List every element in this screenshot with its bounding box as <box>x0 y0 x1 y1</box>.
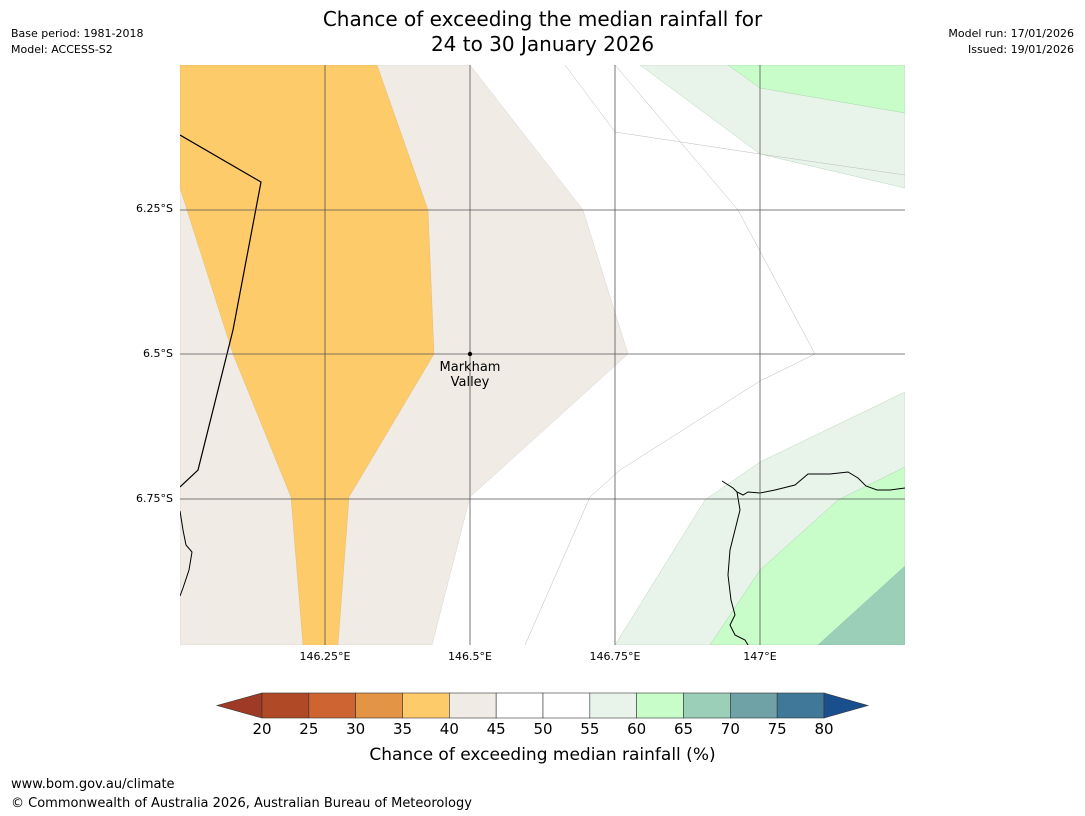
colorbar-bin-35-40 <box>402 692 450 719</box>
colorbar-tick-45: 45 <box>486 720 506 738</box>
model-text: Model: ACCESS-S2 <box>11 43 113 56</box>
lon-label-146-75e: 146.75°E <box>589 650 641 663</box>
lon-label-146-5e: 146.5°E <box>448 650 492 663</box>
coastline-west <box>180 510 193 597</box>
colorbar-tick-50: 50 <box>533 720 553 738</box>
map-title: Chance of exceeding the median rainfall … <box>0 7 1085 57</box>
contour-60-65-north <box>727 65 905 114</box>
colorbar-bin-60-65 <box>636 692 684 719</box>
colorbar-bin-50-55 <box>542 692 591 719</box>
base-period-text: Base period: 1981-2018 <box>11 27 144 40</box>
colorbar-bin-20-25 <box>261 692 310 719</box>
place-label-markham-valley: Markham Valley <box>420 360 520 390</box>
colorbar-tick-20: 20 <box>252 720 272 738</box>
issued-text: Issued: 19/01/2026 <box>967 43 1074 56</box>
contour-65-70-south <box>817 565 905 645</box>
colorbar-tick-70: 70 <box>720 720 740 738</box>
colorbar-bins <box>215 692 870 719</box>
colorbar-bin-75-80 <box>776 692 825 719</box>
model-run-text: Model run: 17/01/2026 <box>948 27 1074 40</box>
contour-60-65-south <box>709 466 905 645</box>
colorbar-bin-55-60 <box>589 692 637 719</box>
river-line <box>727 491 749 645</box>
colorbar-tick-75: 75 <box>767 720 787 738</box>
lon-label-146-25e: 146.25°E <box>299 650 351 663</box>
colorbar-bin-30-35 <box>355 692 403 719</box>
place-label-line-2: Valley <box>450 375 490 390</box>
footer-copyright: © Commonwealth of Australia 2026, Austra… <box>11 796 472 811</box>
colorbar-label: Chance of exceeding median rainfall (%) <box>369 745 716 765</box>
footer-url: www.bom.gov.au/climate <box>11 777 175 792</box>
footer: www.bom.gov.au/climate © Commonwealth of… <box>11 775 472 813</box>
colorbar-tick-40: 40 <box>439 720 459 738</box>
colorbar-tick-60: 60 <box>627 720 647 738</box>
colorbar-bin-25-30 <box>308 692 356 719</box>
title-line-1: Chance of exceeding the median rainfall … <box>322 7 763 31</box>
lat-label-6-75s: 6.75°S <box>136 492 173 505</box>
meta-right: Model run: 17/01/2026 Issued: 19/01/2026 <box>948 26 1074 58</box>
lat-label-6-5s: 6.5°S <box>143 347 173 360</box>
markham-valley-marker <box>467 351 473 357</box>
map-plot-area <box>180 65 905 645</box>
colorbar-tick-30: 30 <box>346 720 366 738</box>
place-label-line-1: Markham <box>439 360 501 375</box>
colorbar-tick-65: 65 <box>673 720 694 738</box>
colorbar-bin-40-45 <box>449 692 497 719</box>
colorbar-bin-65-70 <box>683 692 731 719</box>
colorbar-tick-80: 80 <box>814 720 834 738</box>
meta-left: Base period: 1981-2018 Model: ACCESS-S2 <box>11 26 143 58</box>
contour-line-50-north <box>564 65 905 176</box>
title-line-2: 24 to 30 January 2026 <box>430 32 655 56</box>
colorbar-bin-70-75 <box>730 692 778 719</box>
lon-label-147e: 147°E <box>743 650 777 663</box>
colorbar-under-triangle <box>215 692 263 719</box>
colorbar-tick-25: 25 <box>299 720 319 738</box>
lat-label-6-25s: 6.25°S <box>136 202 173 215</box>
coastline-east <box>721 471 905 496</box>
border-line <box>180 134 262 488</box>
colorbar-bin-45-50 <box>495 692 544 719</box>
colorbar-over-triangle <box>823 692 870 719</box>
colorbar-tick-55: 55 <box>580 720 600 738</box>
colorbar-tick-35: 35 <box>392 720 413 738</box>
